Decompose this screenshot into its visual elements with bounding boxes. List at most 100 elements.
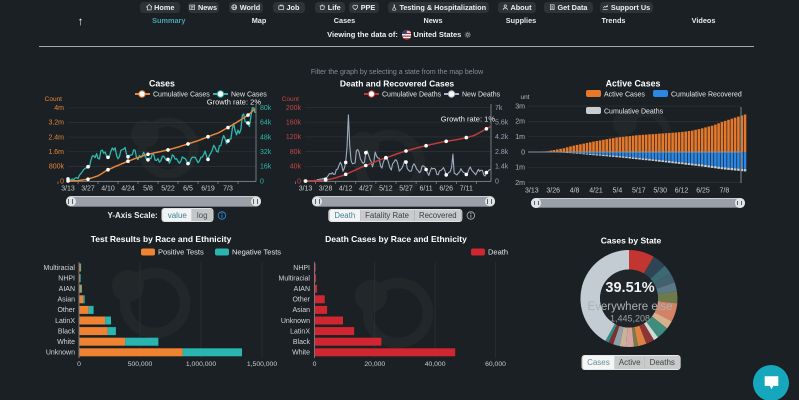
svg-text:1,445,208: 1,445,208 xyxy=(610,314,650,324)
svg-text:5/17: 5/17 xyxy=(632,188,646,195)
svg-text:3/13: 3/13 xyxy=(299,186,313,193)
svg-text:4/27: 4/27 xyxy=(359,186,373,193)
svg-text:Black: Black xyxy=(293,339,311,346)
svg-text:Everywhere else: Everywhere else xyxy=(587,301,672,313)
svg-text:1.6m: 1.6m xyxy=(48,149,64,156)
svg-text:200k: 200k xyxy=(286,105,302,112)
svg-text:0: 0 xyxy=(260,178,264,185)
svg-text:6/5: 6/5 xyxy=(183,186,193,193)
svg-text:4/10: 4/10 xyxy=(101,186,115,193)
svg-text:unt: unt xyxy=(520,94,529,101)
svg-text:1.4k: 1.4k xyxy=(495,164,509,171)
svg-text:5/30: 5/30 xyxy=(653,188,667,195)
svg-text:Unknown: Unknown xyxy=(46,350,75,357)
svg-text:7/11: 7/11 xyxy=(460,186,473,193)
svg-text:0: 0 xyxy=(495,178,499,185)
svg-text:Active Cases: Active Cases xyxy=(606,79,661,89)
svg-text:6/11: 6/11 xyxy=(420,186,433,193)
svg-text:120k: 120k xyxy=(286,134,302,141)
svg-text:Cases: Cases xyxy=(149,79,175,89)
svg-text:2m: 2m xyxy=(515,119,525,126)
svg-text:80k: 80k xyxy=(260,105,272,112)
svg-text:2.4m: 2.4m xyxy=(48,134,64,141)
svg-text:5/12: 5/12 xyxy=(379,186,393,193)
svg-text:Positive Tests: Positive Tests xyxy=(158,248,204,257)
svg-text:Cumulative Deaths: Cumulative Deaths xyxy=(604,108,664,115)
svg-text:16k: 16k xyxy=(260,164,272,171)
svg-text:Count: Count xyxy=(45,96,63,103)
svg-text:4/8: 4/8 xyxy=(570,188,580,195)
svg-text:1,500,000: 1,500,000 xyxy=(247,361,277,368)
svg-text:6/25: 6/25 xyxy=(696,188,710,195)
svg-text:6/26: 6/26 xyxy=(439,186,453,193)
svg-text:4/24: 4/24 xyxy=(121,186,135,193)
svg-text:Multiracial: Multiracial xyxy=(278,275,310,282)
svg-text:Filter the graph by selecting: Filter the graph by selecting a state fr… xyxy=(311,69,484,76)
svg-text:Test Results by Race and Ethni: Test Results by Race and Ethnicity xyxy=(91,234,232,244)
svg-text:5.6k: 5.6k xyxy=(495,120,509,127)
svg-text:0: 0 xyxy=(521,149,525,156)
svg-text:3/13: 3/13 xyxy=(61,186,75,193)
svg-text:40k: 40k xyxy=(290,164,302,171)
svg-text:80k: 80k xyxy=(290,149,302,156)
svg-text:0: 0 xyxy=(313,361,317,368)
svg-text:3.2m: 3.2m xyxy=(48,120,64,127)
svg-text:40,000: 40,000 xyxy=(425,361,446,368)
svg-text:Multiracial: Multiracial xyxy=(43,265,75,272)
svg-text:Active Cases: Active Cases xyxy=(604,91,645,98)
svg-text:New Cases: New Cases xyxy=(231,92,267,99)
svg-text:6/12: 6/12 xyxy=(675,188,689,195)
svg-text:39.51%: 39.51% xyxy=(605,280,654,296)
svg-text:2m: 2m xyxy=(515,180,525,187)
svg-text:AIAN: AIAN xyxy=(59,286,75,293)
svg-text:Growth rate: 2%: Growth rate: 2% xyxy=(207,97,262,106)
svg-text:Cumulative Cases: Cumulative Cases xyxy=(153,92,210,99)
svg-text:0: 0 xyxy=(77,361,81,368)
svg-text:3/13: 3/13 xyxy=(525,188,539,195)
svg-text:5/4: 5/4 xyxy=(613,188,623,195)
svg-text:3/26: 3/26 xyxy=(546,188,560,195)
svg-text:AIAN: AIAN xyxy=(294,286,310,293)
svg-text:Cumulative Deaths: Cumulative Deaths xyxy=(382,92,442,99)
svg-text:1,000,000: 1,000,000 xyxy=(186,361,216,368)
svg-text:LatinX: LatinX xyxy=(55,318,75,325)
svg-text:Other: Other xyxy=(57,307,75,314)
svg-text:20,000: 20,000 xyxy=(364,361,385,368)
svg-text:3m: 3m xyxy=(515,103,525,110)
svg-text:4m: 4m xyxy=(54,105,64,112)
svg-text:White: White xyxy=(292,350,310,357)
svg-text:160k: 160k xyxy=(286,120,302,127)
svg-text:NHPI: NHPI xyxy=(58,275,75,282)
svg-text:NHPI: NHPI xyxy=(293,265,310,272)
svg-text:64k: 64k xyxy=(260,120,272,127)
svg-text:New Deaths: New Deaths xyxy=(462,92,501,99)
svg-text:500,000: 500,000 xyxy=(128,361,153,368)
svg-text:Asian: Asian xyxy=(292,307,310,314)
svg-text:4/21: 4/21 xyxy=(589,188,603,195)
svg-text:1m: 1m xyxy=(515,165,525,172)
svg-text:5/22: 5/22 xyxy=(161,186,175,193)
svg-text:4.2k: 4.2k xyxy=(495,134,509,141)
svg-text:7/8: 7/8 xyxy=(720,188,730,195)
svg-text:LatinX: LatinX xyxy=(290,328,310,335)
svg-text:1m: 1m xyxy=(515,134,525,141)
svg-text:5/27: 5/27 xyxy=(399,186,413,193)
svg-text:Unknown: Unknown xyxy=(281,318,310,325)
svg-text:Count: Count xyxy=(282,96,300,103)
svg-text:6/19: 6/19 xyxy=(201,186,215,193)
svg-text:48k: 48k xyxy=(260,134,272,141)
svg-text:Black: Black xyxy=(58,328,76,335)
svg-text:Negative Tests: Negative Tests xyxy=(232,248,281,257)
svg-text:7/3: 7/3 xyxy=(223,186,233,193)
svg-text:3/27: 3/27 xyxy=(81,186,95,193)
svg-text:Death: Death xyxy=(488,248,508,257)
svg-text:Cumulative Recovered: Cumulative Recovered xyxy=(671,91,742,98)
svg-text:Cases by State: Cases by State xyxy=(601,236,662,246)
svg-text:Death Cases by Race and Ethnic: Death Cases by Race and Ethnicity xyxy=(325,234,467,244)
svg-text:800k: 800k xyxy=(49,164,65,171)
svg-text:Death and Recovered Cases: Death and Recovered Cases xyxy=(340,79,455,89)
svg-text:32k: 32k xyxy=(260,149,272,156)
svg-text:60,000: 60,000 xyxy=(485,361,506,368)
svg-text:7k: 7k xyxy=(495,105,503,112)
svg-text:5/8: 5/8 xyxy=(143,186,153,193)
